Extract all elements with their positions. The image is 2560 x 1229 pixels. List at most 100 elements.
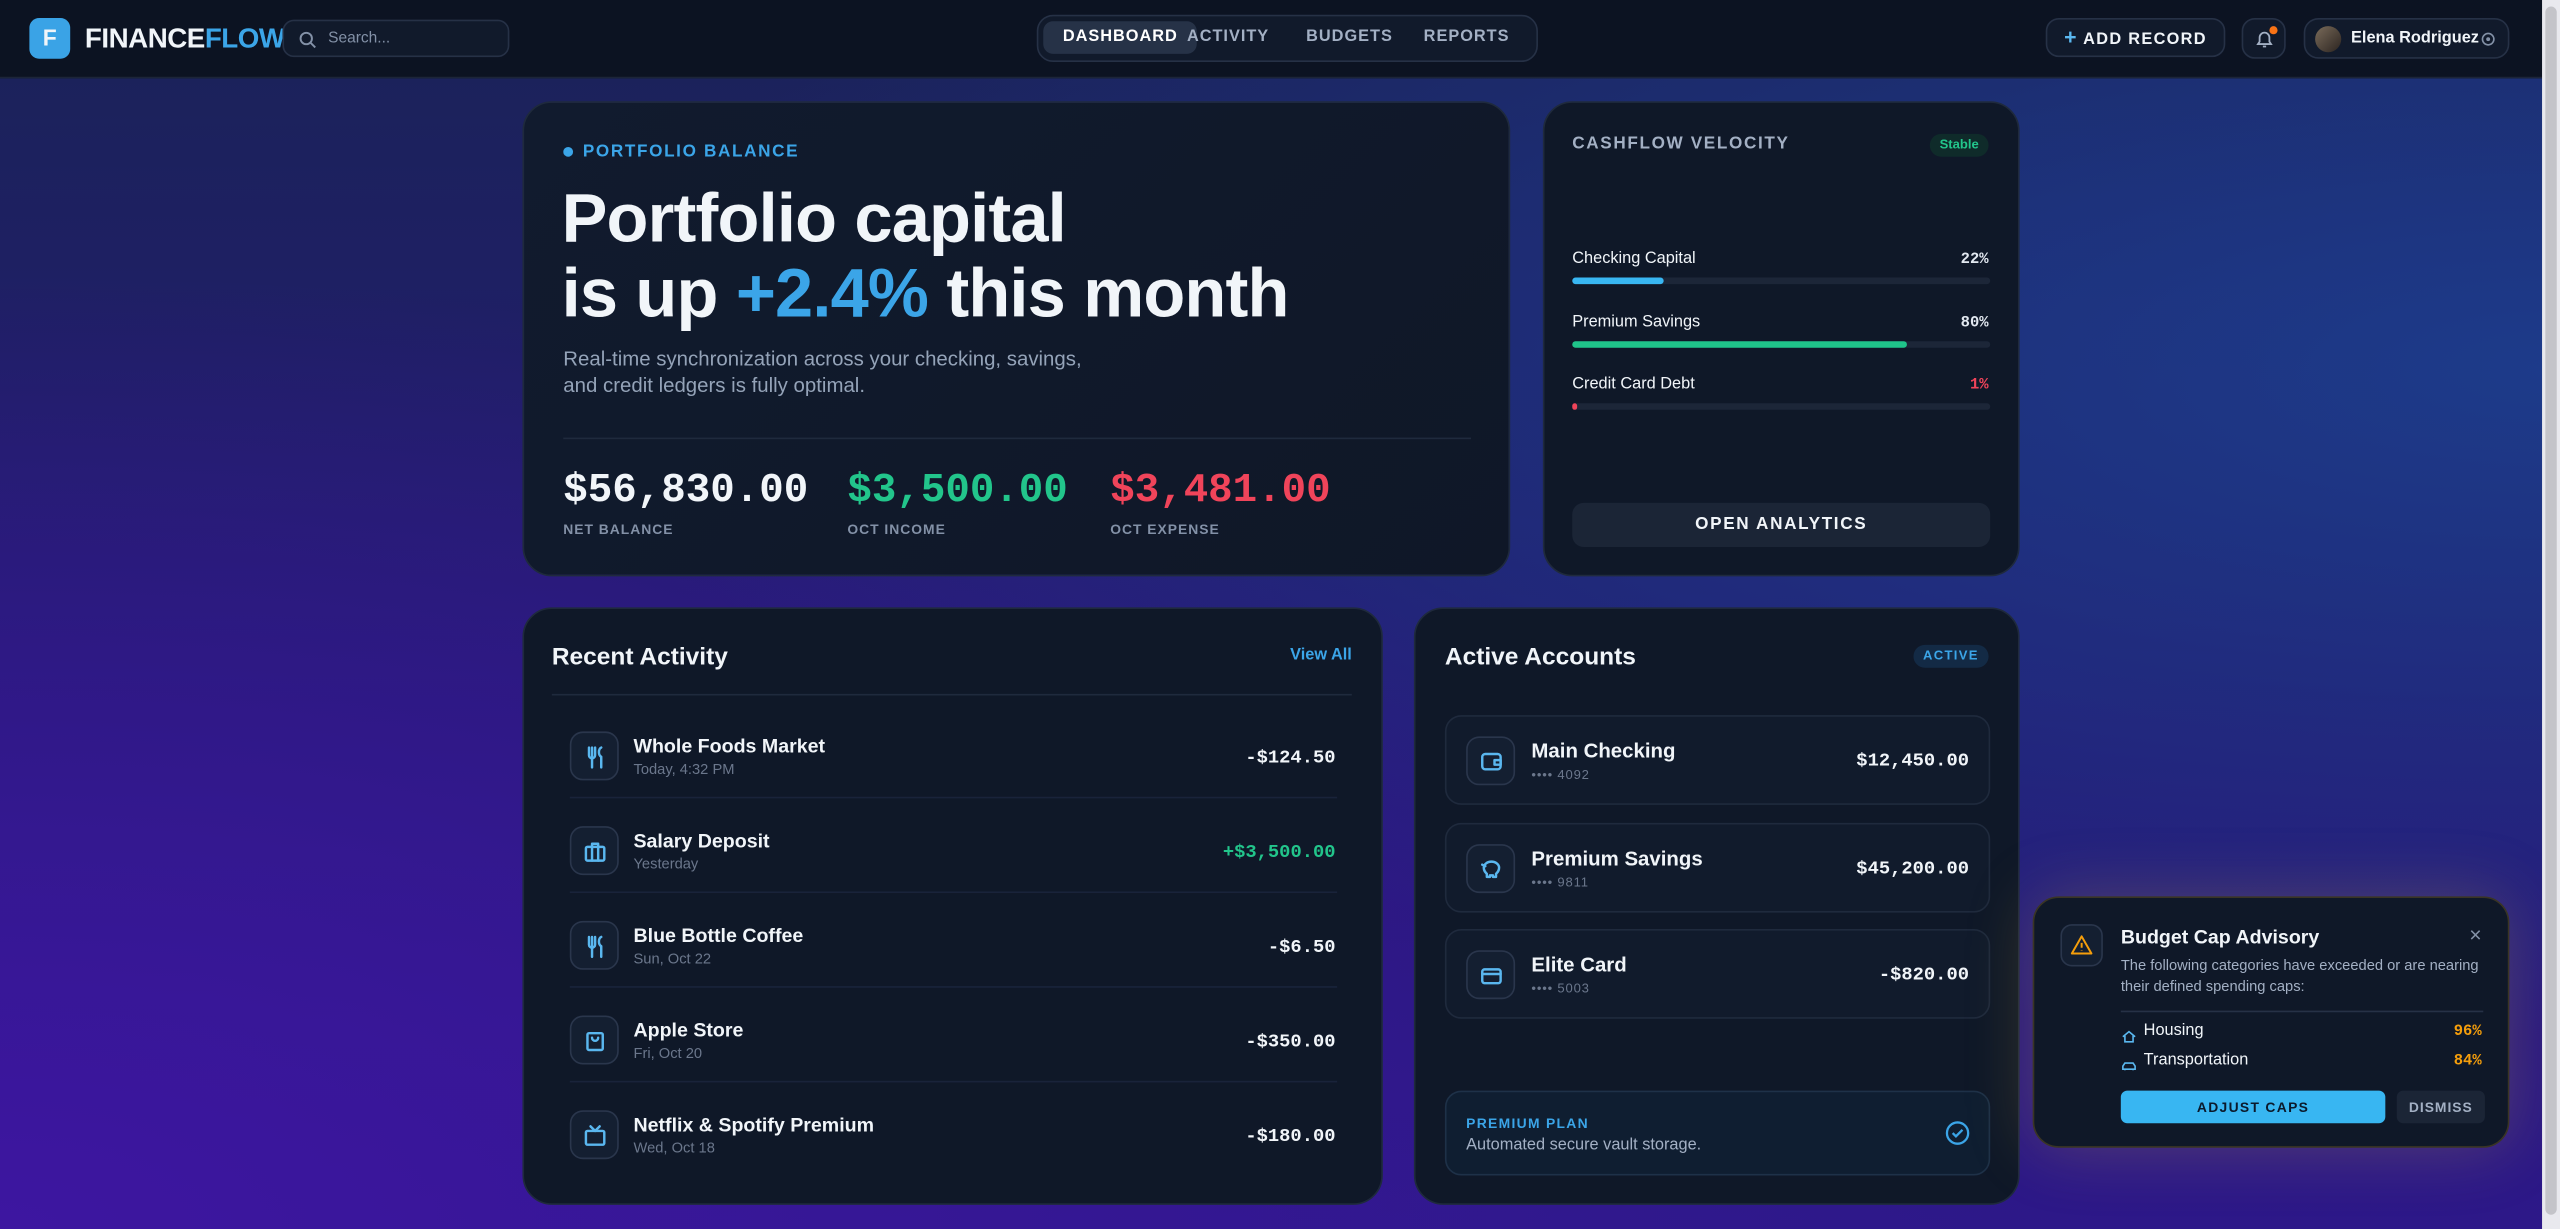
user-name: Elena Rodriguez (2351, 29, 2479, 48)
account-row[interactable]: Premium Savings •••• 9811 $45,200.00 (1444, 822, 1991, 912)
bar-fill (1572, 403, 1578, 410)
icon (1480, 751, 1502, 770)
close-button[interactable]: × (2469, 922, 2482, 947)
account-mask: •••• 4092 (1531, 767, 1590, 783)
hero-description: Real-time synchronization across your ch… (563, 347, 1082, 397)
notifications-button[interactable] (2241, 17, 2286, 59)
bar-fill (1572, 340, 1907, 347)
icon (586, 745, 602, 768)
accounts-title: Active Accounts (1444, 643, 1636, 672)
divider (569, 796, 1338, 799)
logo-mark[interactable]: F (29, 17, 71, 59)
stat-value: $3,500.00 (847, 466, 1068, 515)
activity-icon (569, 731, 619, 781)
status-badge: Stable (1929, 133, 1989, 157)
account-row[interactable]: Elite Card •••• 5003 -$820.00 (1444, 928, 1991, 1019)
title-line-1: Portfolio capital (561, 179, 1067, 257)
warning-icon (2070, 935, 2093, 955)
stat-label: NET BALANCE (563, 520, 674, 538)
divider (551, 693, 1352, 696)
bar-track (1572, 403, 1991, 410)
brand[interactable]: FINANCEFLOW (85, 23, 285, 56)
icon (1480, 860, 1500, 879)
brand-b: FLOW (204, 22, 285, 54)
icon (1480, 967, 1502, 984)
account-icon (1466, 950, 1516, 1000)
cashflow-title: CASHFLOW VELOCITY (1572, 133, 1790, 154)
activity-icon (569, 920, 619, 970)
category-name: Housing (2143, 1022, 2204, 1041)
divider (569, 986, 1338, 988)
search-icon (299, 31, 316, 49)
icon (585, 1031, 604, 1051)
category-percent: 96% (2453, 1022, 2482, 1041)
account-balance: $12,450.00 (1856, 751, 1969, 773)
adjust-caps-button[interactable]: ADJUST CAPS (2120, 1090, 2386, 1124)
account-balance: $45,200.00 (1856, 857, 1969, 880)
icon (2122, 1030, 2136, 1043)
title-highlight: +2.4% (735, 254, 929, 332)
bar-percent: 1% (1969, 375, 1989, 394)
advisory-text: The following categories have exceeded o… (2120, 956, 2479, 995)
accounts-card: Active Accounts ACTIVE Main Checking ••••… (1413, 607, 2020, 1205)
view-all-link[interactable]: View All (1290, 646, 1352, 665)
add-record-button[interactable]: + ADD RECORD (2045, 17, 2226, 58)
account-icon (1466, 843, 1516, 893)
activity-time: Fri, Oct 20 (633, 1044, 703, 1062)
eyebrow: PORTFOLIO BALANCE (582, 142, 800, 162)
nav-bar: DASHBOARD ACTIVITY BUDGETS REPORTS (1036, 14, 1538, 63)
plan-box: PREMIUM PLAN Automated secure vault stor… (1444, 1090, 1991, 1176)
notification-dot (2269, 26, 2278, 35)
account-mask: •••• 9811 (1531, 874, 1589, 889)
plan-text: Automated secure vault storage. (1466, 1136, 1702, 1155)
activity-name: Blue Bottle Coffee (633, 924, 804, 947)
bar-percent: 22% (1960, 249, 1989, 268)
activity-amount: +$3,500.00 (1222, 842, 1336, 864)
stat-label: OCT EXPENSE (1110, 520, 1220, 538)
title-post: this month (946, 254, 1289, 332)
scroll-thumb[interactable] (2545, 6, 2557, 1215)
activity-name: Apple Store (633, 1018, 744, 1042)
divider (563, 437, 1472, 440)
plan-label: PREMIUM PLAN (1466, 1115, 1589, 1132)
dismiss-button[interactable]: DISMISS (2396, 1090, 2485, 1124)
advisory-title: Budget Cap Advisory (2120, 925, 2320, 949)
icon (586, 934, 602, 958)
account-icon (1466, 736, 1516, 786)
activity-title: Recent Activity (551, 643, 728, 672)
icon (583, 841, 605, 862)
active-badge: ACTIVE (1913, 644, 1989, 668)
nav-item[interactable]: DASHBOARD (1043, 21, 1198, 54)
activity-name: Netflix & Spotify Premium (633, 1113, 875, 1137)
account-row[interactable]: Main Checking •••• 4092 $12,450.00 (1444, 715, 1991, 805)
search-placeholder: Search... (328, 29, 391, 48)
activity-icon (569, 1015, 619, 1065)
account-mask: •••• 5003 (1531, 981, 1590, 996)
stat-label: OCT INCOME (847, 520, 946, 538)
warning-icon-box (2060, 924, 2103, 967)
category-name: Transportation (2143, 1051, 2249, 1070)
nav-item[interactable]: REPORTS (1423, 27, 1510, 46)
scrollbar (2542, 0, 2560, 1229)
nav-item[interactable]: ACTIVITY (1186, 27, 1270, 46)
activity-name: Salary Deposit (633, 829, 770, 853)
bar-name: Credit Card Debt (1572, 375, 1695, 394)
icon (583, 1124, 605, 1146)
account-name: Premium Savings (1531, 846, 1703, 870)
search-box[interactable]: Search... (282, 19, 510, 58)
nav-item[interactable]: BUDGETS (1306, 27, 1393, 46)
category-percent: 84% (2453, 1051, 2482, 1070)
divider (569, 891, 1338, 894)
plus-icon: + (2064, 24, 2078, 49)
activity-card: Recent Activity View All Whole Foods Mar… (522, 607, 1383, 1205)
bar-track (1572, 340, 1991, 347)
user-menu[interactable]: Elena Rodriguez (2303, 17, 2510, 59)
open-analytics-button[interactable]: OPEN ANALYTICS (1572, 502, 1991, 547)
hero-title: Portfolio capital is up +2.4% this month (561, 179, 1290, 332)
bell-icon (2256, 31, 2273, 48)
icon (2122, 1062, 2136, 1071)
activity-time: Wed, Oct 18 (633, 1139, 715, 1156)
activity-amount: -$180.00 (1245, 1126, 1336, 1148)
